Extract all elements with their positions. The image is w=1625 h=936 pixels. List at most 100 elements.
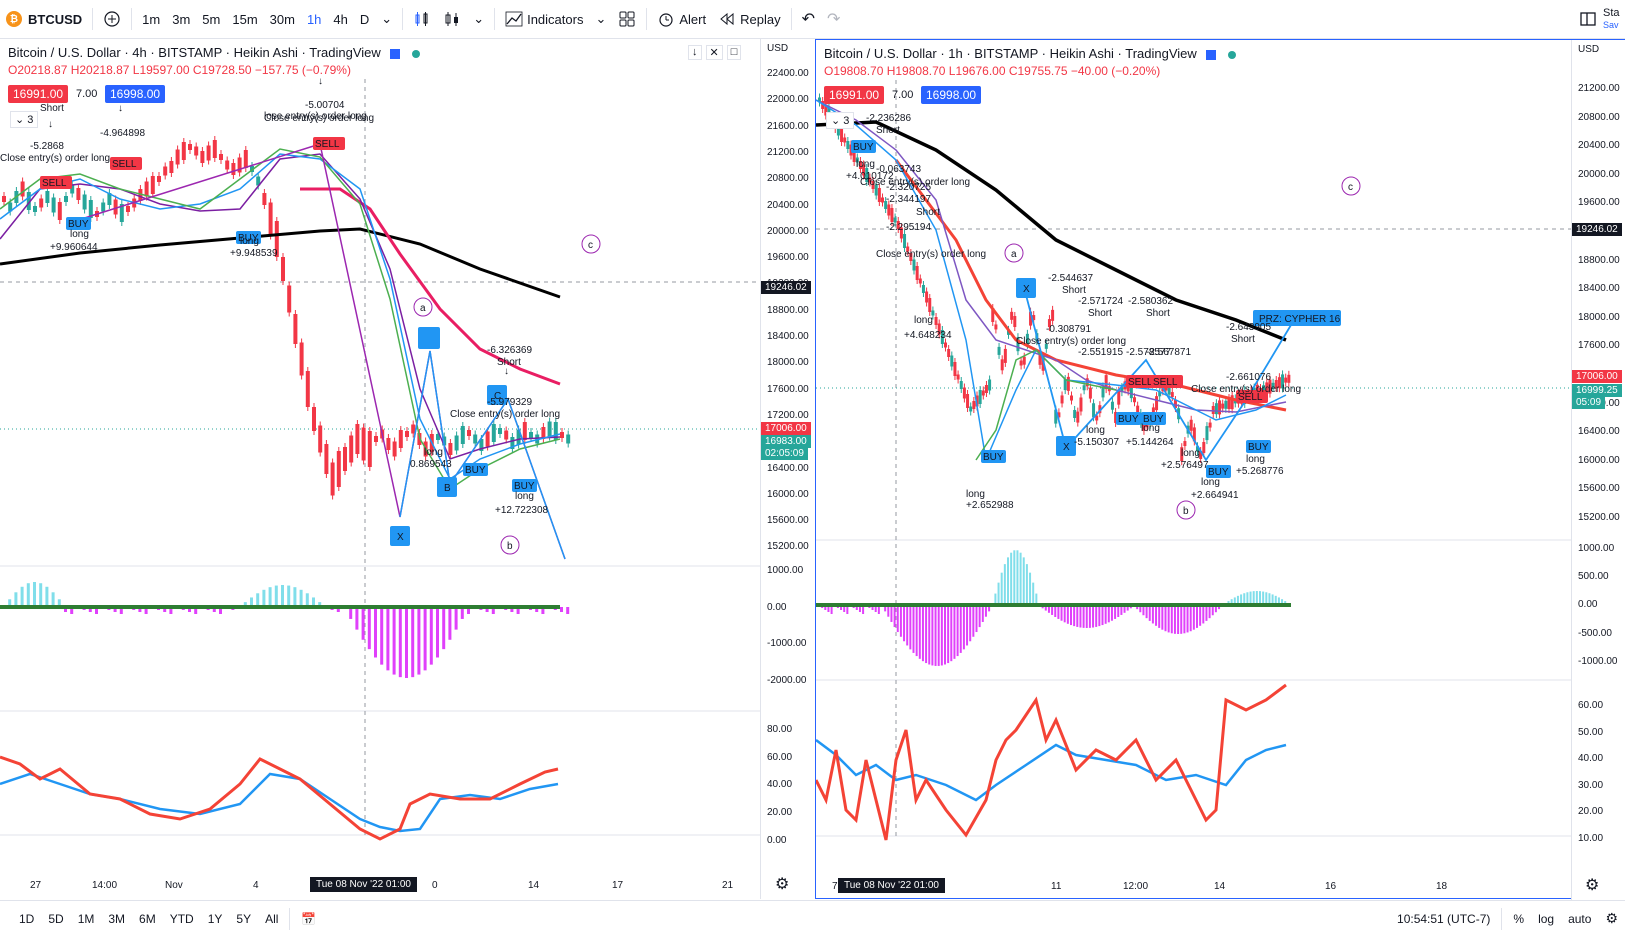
signal-label: BUY bbox=[853, 142, 874, 153]
timeframe-1h[interactable]: 1h bbox=[306, 11, 322, 27]
range-5d[interactable]: 5D bbox=[48, 911, 64, 926]
redo-button[interactable]: ↷ bbox=[821, 0, 846, 38]
macd-bar bbox=[1246, 592, 1249, 606]
candle bbox=[855, 157, 859, 163]
timeframe-1m[interactable]: 1m bbox=[142, 11, 161, 27]
auto-toggle[interactable]: auto bbox=[1568, 911, 1592, 926]
timeframe-15m[interactable]: 15m bbox=[232, 11, 258, 27]
clock-display[interactable]: 10:54:51 (UTC-7) bbox=[1397, 911, 1491, 926]
trade-annotation: -5.150307 bbox=[1074, 437, 1119, 448]
currency-label[interactable]: USD bbox=[1578, 44, 1600, 55]
top-toolbar: ₿ BTCUSD 1m 3m 5m 15m 30m 1h 4h D ⌄ ⌄ In… bbox=[0, 0, 1625, 39]
signal-badge bbox=[1151, 375, 1183, 388]
candle bbox=[1114, 411, 1118, 423]
signal-badge bbox=[110, 157, 142, 170]
chart-type-button[interactable] bbox=[407, 0, 437, 38]
right-bid-button[interactable]: 16991.00 bbox=[824, 86, 885, 104]
macd-bar bbox=[361, 607, 365, 640]
symbol-search[interactable]: ₿ BTCUSD bbox=[0, 0, 88, 38]
timeframe-4h[interactable]: 4h bbox=[333, 11, 348, 27]
candle bbox=[1214, 403, 1218, 415]
settings-gear-icon[interactable]: ⚙ bbox=[1605, 910, 1618, 926]
maximize-icon[interactable]: □ bbox=[726, 45, 742, 60]
trade-annotation: long bbox=[914, 315, 933, 326]
macd-bar bbox=[940, 605, 943, 666]
candle bbox=[1019, 360, 1023, 366]
indicators-dropdown[interactable]: ⌄ bbox=[589, 0, 612, 38]
log-toggle[interactable]: log bbox=[1538, 911, 1555, 926]
macd-bar bbox=[436, 607, 439, 658]
trade-annotation: 0.869543 bbox=[410, 459, 452, 470]
replay-button[interactable]: Replay bbox=[712, 0, 786, 38]
left-collapse-indicators[interactable]: ⌄ 3 bbox=[10, 111, 39, 128]
right-spread: 7.00 bbox=[892, 89, 914, 101]
range-1d[interactable]: 1D bbox=[19, 911, 35, 926]
timeframe-3m[interactable]: 3m bbox=[172, 11, 191, 27]
range-3m[interactable]: 3M bbox=[108, 911, 126, 926]
currency-label[interactable]: USD bbox=[767, 43, 789, 54]
right-chart-canvas[interactable]: a b c X X PRZ: CYPHER 16 BUY BUY BUY BUY BUY BUY SEL… bbox=[816, 40, 1571, 900]
chart-style-dropdown[interactable]: ⌄ bbox=[467, 0, 490, 38]
left-ask-button[interactable]: 16998.00 bbox=[105, 85, 166, 103]
candle bbox=[981, 390, 985, 396]
left-time-axis[interactable]: 27 14:00 Nov 4 Tue 08 Nov '22 01:00 0 14… bbox=[0, 874, 760, 898]
left-price-axis[interactable]: USD 22400.00 22000.00 21600.00 21200.00 2080… bbox=[760, 39, 816, 899]
compare-button[interactable] bbox=[97, 0, 127, 38]
range-1m[interactable]: 1M bbox=[77, 911, 95, 926]
right-time-axis[interactable]: 7 Tue 08 Nov '22 01:00 11 12:00 14 16 18 bbox=[816, 875, 1571, 899]
candle bbox=[188, 144, 192, 150]
macd-bar bbox=[138, 607, 142, 612]
macd-bar bbox=[874, 605, 877, 612]
range-1y[interactable]: 1Y bbox=[207, 911, 223, 926]
layout-panel-button[interactable] bbox=[1573, 0, 1603, 38]
flag-icon[interactable] bbox=[1206, 49, 1217, 60]
right-price-axis[interactable]: USD 21200.00 20800.00 20400.00 20000.00 1960… bbox=[1571, 40, 1625, 900]
right-chart-pane[interactable]: a b c X X PRZ: CYPHER 16 BUY BUY BUY BUY BUY BUY SEL… bbox=[815, 39, 1625, 900]
left-bid-button[interactable]: 16991.00 bbox=[8, 85, 69, 103]
undo-button[interactable]: ↶ bbox=[796, 0, 821, 38]
calendar-icon[interactable]: 📅 bbox=[301, 911, 317, 926]
arrow-down-icon[interactable]: ↓ bbox=[688, 45, 702, 60]
candle bbox=[959, 381, 963, 389]
trade-annotation: -2.643905 bbox=[1226, 322, 1271, 333]
pattern-box-label: X bbox=[1023, 284, 1030, 295]
macd-bar bbox=[51, 592, 55, 608]
range-5y[interactable]: 5Y bbox=[236, 911, 252, 926]
left-settings-gear-icon[interactable]: ⚙ bbox=[775, 876, 790, 893]
indicators-button[interactable]: Indicators bbox=[499, 0, 589, 38]
layout-button[interactable] bbox=[612, 0, 642, 38]
percent-toggle[interactable]: % bbox=[1513, 911, 1525, 926]
trade-annotation: -0.308791 bbox=[1046, 324, 1091, 335]
left-chart-pane[interactable]: a b c X B C BUY BUY BUY BUY SELL SELL SELL ↓ ↓ ↓ ↓ Short -… bbox=[0, 39, 816, 899]
candle bbox=[1054, 409, 1058, 424]
right-settings-gear-icon[interactable]: ⚙ bbox=[1585, 877, 1600, 894]
macd-bar bbox=[460, 607, 464, 619]
timeframe-dropdown[interactable]: ⌄ bbox=[375, 0, 398, 38]
left-chart-title: Bitcoin / U.S. Dollar · 4h · BITSTAMP · … bbox=[8, 45, 381, 60]
close-icon[interactable]: ✕ bbox=[705, 45, 723, 60]
time-label: 4 bbox=[253, 880, 259, 891]
timeframe-30m[interactable]: 30m bbox=[269, 11, 295, 27]
candle bbox=[893, 217, 897, 223]
timeframe-d[interactable]: D bbox=[359, 11, 370, 27]
divider bbox=[494, 8, 496, 30]
right-ask-button[interactable]: 16998.00 bbox=[921, 86, 982, 104]
macd-bar bbox=[423, 607, 427, 671]
candle bbox=[972, 401, 976, 409]
range-all[interactable]: All bbox=[265, 911, 279, 926]
chart-style-button[interactable] bbox=[437, 0, 467, 38]
candle bbox=[467, 430, 471, 436]
range-6m[interactable]: 6M bbox=[139, 911, 156, 926]
rsi-label: 60.00 bbox=[1578, 700, 1604, 711]
left-chart-canvas[interactable]: abcXBCBUYBUYBUYBUYSELLSELLSELL↓↓↓↓Short-… bbox=[0, 39, 760, 899]
pattern-box-X bbox=[1016, 278, 1036, 298]
macd-bar bbox=[1252, 591, 1255, 606]
alert-button[interactable]: Alert bbox=[651, 0, 712, 38]
rsi-label: 20.00 bbox=[1578, 806, 1604, 818]
right-collapse-indicators[interactable]: ⌄ 3 bbox=[826, 112, 855, 129]
flag-icon[interactable] bbox=[390, 48, 401, 59]
range-ytd[interactable]: YTD bbox=[169, 911, 194, 926]
save-area[interactable]: Sta Sav bbox=[1603, 7, 1625, 31]
candle bbox=[912, 259, 916, 271]
timeframe-5m[interactable]: 5m bbox=[202, 11, 221, 27]
